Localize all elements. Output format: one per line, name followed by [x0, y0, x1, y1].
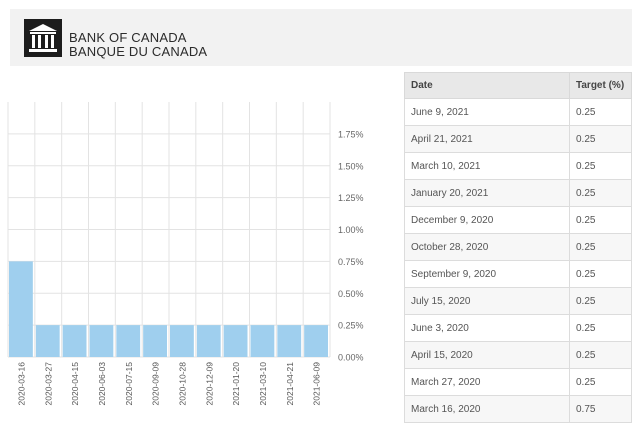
bar	[89, 325, 114, 357]
row-target: 0.25	[569, 98, 632, 126]
row-date: March 16, 2020	[404, 395, 570, 423]
table-row: July 15, 2020 0.25	[404, 287, 632, 315]
x-tick-label: 2021-03-10	[258, 362, 268, 406]
row-date: September 9, 2020	[404, 260, 570, 288]
table-row: June 3, 2020 0.25	[404, 314, 632, 342]
row-date: April 15, 2020	[404, 341, 570, 369]
table-row: September 9, 2020 0.25	[404, 260, 632, 288]
bank-building-icon	[24, 19, 62, 57]
column-header-date[interactable]: Date	[404, 72, 570, 99]
bar	[9, 261, 33, 357]
x-tick-label: 2020-07-15	[124, 362, 134, 406]
table-row: January 20, 2021 0.25	[404, 179, 632, 207]
bar	[250, 325, 275, 357]
bar	[35, 325, 60, 357]
x-tick-label: 2020-03-27	[43, 362, 53, 406]
bar	[277, 325, 302, 357]
table-row: October 28, 2020 0.25	[404, 233, 632, 261]
y-tick-label: 0.00%	[338, 353, 364, 363]
row-date: October 28, 2020	[404, 233, 570, 261]
table-row: April 15, 2020 0.25	[404, 341, 632, 369]
row-target: 0.25	[569, 152, 632, 180]
x-tick-label: 2020-03-16	[16, 362, 26, 406]
table-row: March 16, 2020 0.75	[404, 395, 632, 423]
x-tick-label: 2020-04-15	[70, 362, 80, 406]
row-date: January 20, 2021	[404, 179, 570, 207]
row-date: December 9, 2020	[404, 206, 570, 234]
row-date: June 3, 2020	[404, 314, 570, 342]
table-row: June 9, 2021 0.25	[404, 98, 632, 126]
y-tick-label: 0.50%	[338, 289, 364, 299]
brand-name-french: BANQUE DU CANADA	[69, 44, 208, 59]
row-target: 0.25	[569, 368, 632, 396]
row-target: 0.75	[569, 395, 632, 423]
y-tick-label: 0.75%	[338, 257, 364, 267]
x-tick-label: 2020-09-09	[151, 362, 161, 406]
row-date: March 10, 2021	[404, 152, 570, 180]
x-tick-label: 2020-06-03	[97, 362, 107, 406]
row-target: 0.25	[569, 260, 632, 288]
row-date: July 15, 2020	[404, 287, 570, 315]
table-row: December 9, 2020 0.25	[404, 206, 632, 234]
bar	[62, 325, 87, 357]
row-date: April 21, 2021	[404, 125, 570, 153]
x-tick-label: 2021-01-20	[231, 362, 241, 406]
x-tick-label: 2021-04-21	[285, 362, 295, 406]
bar	[116, 325, 141, 357]
y-tick-label: 0.25%	[338, 321, 364, 331]
y-tick-label: 1.50%	[338, 161, 364, 171]
y-tick-label: 1.25%	[338, 193, 364, 203]
rate-table-body: June 9, 2021 0.25 April 21, 2021 0.25 March …	[404, 98, 632, 423]
bar	[143, 325, 167, 357]
rate-table-header-row: Date Target (%)	[404, 72, 632, 99]
bar	[170, 325, 194, 357]
x-tick-label: 2020-10-28	[177, 362, 187, 406]
rate-history-chart-svg: 0.00% 0.25% 0.50% 0.75% 1.00% 1.25% 1.50% 1.75%…	[7, 102, 364, 406]
row-target: 0.25	[569, 314, 632, 342]
row-target: 0.25	[569, 341, 632, 369]
table-row: March 10, 2021 0.25	[404, 152, 632, 180]
row-date: June 9, 2021	[404, 98, 570, 126]
bar	[223, 325, 248, 357]
row-target: 0.25	[569, 287, 632, 315]
brand-name-english: BANK OF CANADA	[69, 30, 187, 45]
rate-table: Date Target (%) June 9, 2021 0.25 April 21…	[404, 72, 632, 423]
table-row: March 27, 2020 0.25	[404, 368, 632, 396]
table-row: April 21, 2021 0.25	[404, 125, 632, 153]
row-target: 0.25	[569, 233, 632, 261]
brand-name: BANK OF CANADA BANQUE DU CANADA	[69, 31, 207, 59]
row-target: 0.25	[569, 125, 632, 153]
bar	[304, 325, 328, 357]
row-target: 0.25	[569, 179, 632, 207]
y-tick-label: 1.00%	[338, 225, 364, 235]
x-tick-label: 2021-06-09	[312, 362, 322, 406]
y-tick-label: 1.75%	[338, 129, 364, 139]
row-date: March 27, 2020	[404, 368, 570, 396]
row-target: 0.25	[569, 206, 632, 234]
site-header: BANK OF CANADA BANQUE DU CANADA	[10, 9, 632, 66]
bar	[196, 325, 221, 357]
rate-history-chart: 0.00% 0.25% 0.50% 0.75% 1.00% 1.25% 1.50% 1.75%…	[0, 100, 390, 425]
x-tick-label: 2020-12-09	[204, 362, 214, 406]
column-header-target[interactable]: Target (%)	[569, 72, 632, 99]
